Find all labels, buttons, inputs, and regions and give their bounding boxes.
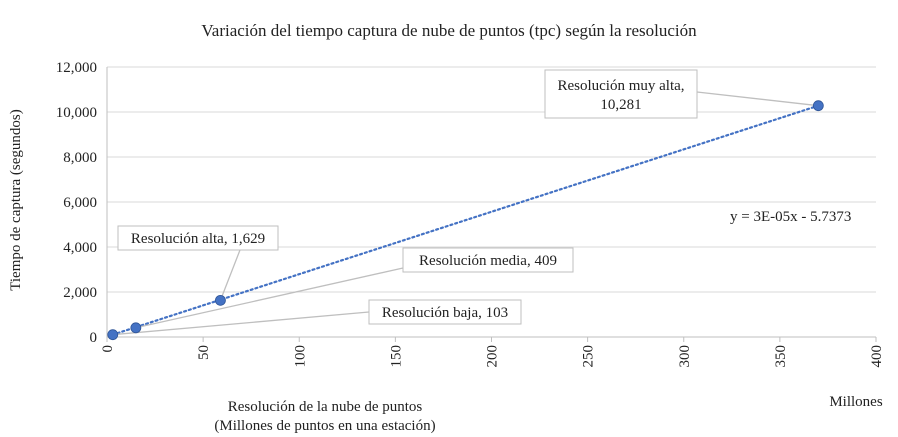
x-axis-unit: Millones	[829, 394, 882, 410]
trendline-equation: y = 3E-05x - 5.7373	[730, 209, 851, 225]
x-tick-label: 300	[677, 345, 693, 368]
y-tick-labels: 0 2,000 4,000 6,000 8,000 10,000 12,000	[56, 60, 97, 346]
x-tick-label: 50	[196, 345, 212, 360]
y-tick-label: 10,000	[56, 105, 97, 121]
x-tick-label: 350	[773, 345, 789, 368]
data-label: Resolución baja, 103	[382, 305, 508, 321]
callout-media: Resolución media, 409	[402, 247, 574, 273]
leader-line	[112, 311, 370, 336]
x-tick-label: 150	[388, 345, 404, 368]
x-tick-labels: 0 50 100 150 200 250 300 350 400	[100, 345, 885, 368]
data-label: Resolución alta, 1,629	[131, 231, 265, 247]
callout-box	[402, 247, 574, 273]
label-leader-lines	[112, 91, 819, 336]
data-point	[107, 329, 119, 341]
callout-box	[368, 299, 522, 325]
y-axis-label: Tiempo de captura (segundos)	[8, 109, 24, 291]
callout-muy-alta: Resolución muy alta, 10,281	[544, 69, 698, 119]
x-tick-label: 400	[869, 345, 885, 368]
data-label: Resolución muy alta,	[557, 78, 684, 94]
leader-line	[135, 267, 404, 329]
callout-alta: Resolución alta, 1,629	[117, 225, 279, 251]
callout-box	[544, 69, 698, 119]
data-label-value: 10,281	[600, 97, 641, 113]
chart-title: Variación del tiempo captura de nube de …	[201, 21, 697, 40]
y-tick-label: 8,000	[63, 150, 97, 166]
trendline-group	[111, 104, 820, 336]
data-point	[130, 322, 142, 334]
x-axis-label: Resolución de la nube de puntos	[228, 399, 423, 415]
leader-line	[219, 249, 241, 301]
callout-baja: Resolución baja, 103	[368, 299, 522, 325]
axes	[106, 67, 877, 342]
y-tick-label: 6,000	[63, 195, 97, 211]
callout-box	[117, 225, 279, 251]
y-tick-label: 0	[90, 330, 98, 346]
y-tick-label: 2,000	[63, 285, 97, 301]
data-point	[812, 100, 824, 112]
leader-line	[696, 91, 819, 107]
data-point	[215, 294, 226, 306]
x-axis-label-sub: (Millones de puntos en una estación)	[214, 418, 435, 434]
x-tick-label: 250	[581, 345, 597, 368]
x-tick-label: 200	[485, 345, 501, 368]
y-tick-label: 4,000	[63, 240, 97, 256]
trendline	[111, 104, 820, 336]
x-tick-label: 0	[100, 345, 116, 353]
y-tick-label: 12,000	[56, 60, 97, 76]
x-tick-label: 100	[292, 345, 308, 368]
data-label: Resolución media, 409	[419, 253, 557, 269]
data-points	[107, 100, 824, 341]
